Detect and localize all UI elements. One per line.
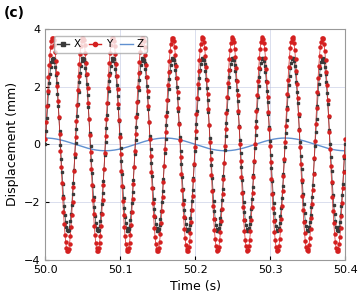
Text: (c): (c) <box>4 5 25 19</box>
Legend: X, Y, Z: X, Y, Z <box>54 36 147 53</box>
X-axis label: Time (s): Time (s) <box>170 280 221 293</box>
Y-axis label: Displacement (mm): Displacement (mm) <box>5 82 19 206</box>
